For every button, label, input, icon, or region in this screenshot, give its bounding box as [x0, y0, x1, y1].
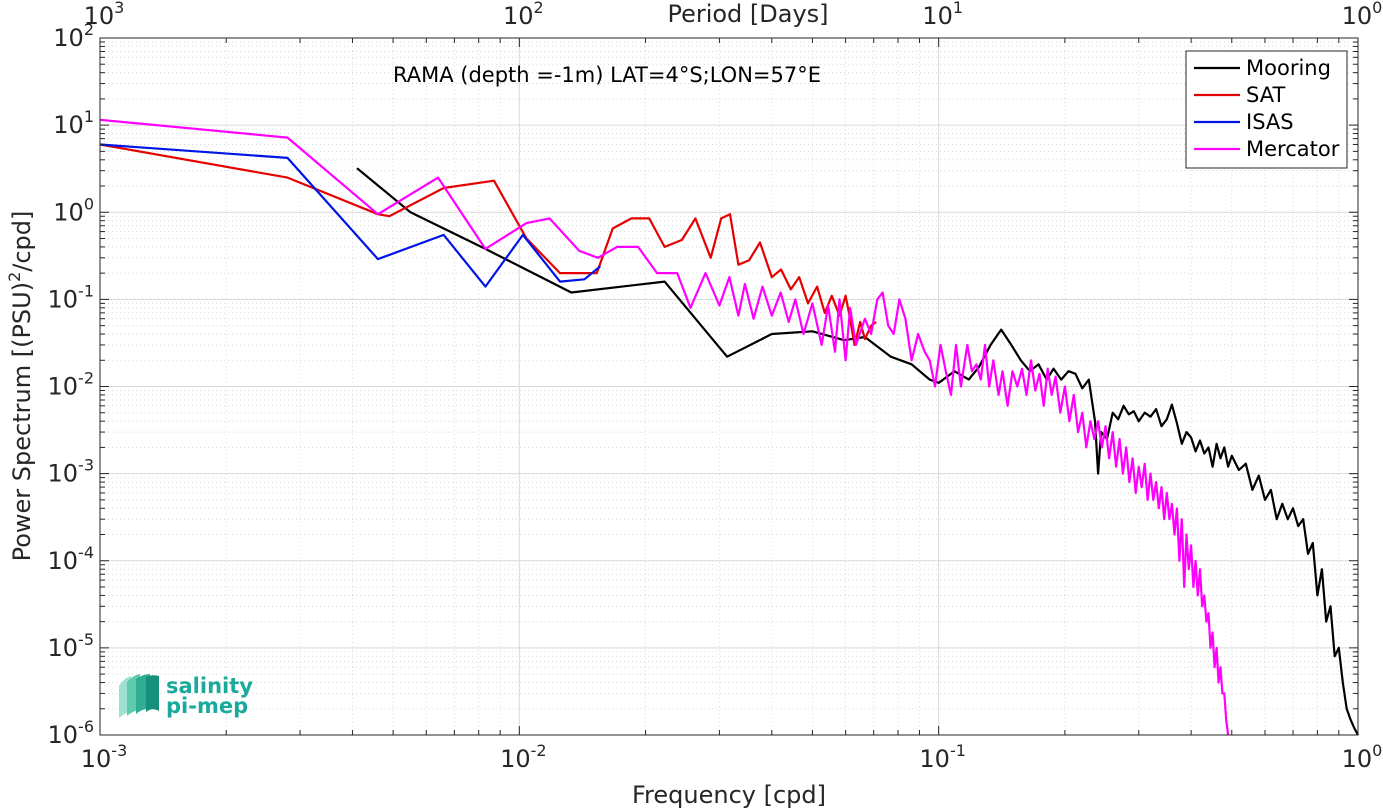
y-tick-label-exp: -5	[78, 630, 94, 649]
tick-marks	[99, 37, 1359, 736]
x2-tick-labels: 103 102 101 100	[84, 0, 1383, 30]
y-tick-label-base: 10	[53, 111, 84, 139]
y-tick-label-base: 10	[48, 285, 79, 313]
x2-tick-label-exp: 1	[953, 0, 963, 17]
series-layer	[99, 118, 1359, 736]
x-tick-labels: 10-3 10-2 10-1 100	[81, 741, 1383, 773]
logo-mark-icon	[119, 674, 159, 718]
x-tick-label: 100	[1342, 741, 1383, 773]
series-line-mercator	[99, 118, 1230, 736]
x2-axis-title: Period [Days]	[667, 0, 828, 28]
x2-tick-label-exp: 0	[1372, 0, 1382, 17]
x2-tick-label-base: 10	[1342, 2, 1373, 30]
x-tick-label-exp: 0	[1372, 741, 1382, 760]
x-tick-label: 10-3	[81, 741, 128, 773]
x2-tick-label-base: 10	[922, 2, 953, 30]
y-tick-label-base: 10	[48, 634, 79, 662]
x-axis-title: Frequency [cpd]	[632, 781, 826, 809]
x-tick-label-base: 10	[500, 745, 531, 773]
x-tick-label-exp: -3	[111, 741, 127, 760]
x2-tick-label: 100	[1342, 0, 1383, 30]
y-tick-label: 10-1	[48, 281, 95, 313]
x-tick-label-base: 10	[1342, 745, 1373, 773]
y-axis-title-main: Power Spectrum [(PSU)	[8, 282, 36, 561]
logo-text-line1: salinity	[166, 674, 253, 698]
legend-label-isas: ISAS	[1246, 110, 1294, 134]
y-tick-label-base: 10	[48, 721, 79, 749]
x2-tick-label: 101	[922, 0, 963, 30]
x-tick-label-exp: -1	[950, 741, 966, 760]
y-tick-label: 10-5	[48, 630, 95, 662]
legend-label-mercator: Mercator	[1246, 137, 1340, 161]
y-tick-label-exp: 0	[84, 194, 94, 213]
x-tick-label-base: 10	[919, 745, 950, 773]
series-line-isas	[99, 143, 602, 288]
y-tick-label-base: 10	[48, 373, 79, 401]
x2-tick-label-base: 10	[503, 2, 534, 30]
y-tick-label: 10-6	[48, 717, 95, 749]
y-tick-label-base: 10	[48, 460, 79, 488]
y-tick-label: 101	[53, 107, 94, 139]
y-tick-label: 10-2	[48, 369, 95, 401]
y-tick-label-exp: -4	[78, 543, 94, 562]
legend-items: Mooring SAT ISAS Mercator	[1194, 56, 1340, 161]
x2-tick-label-exp: 3	[114, 0, 124, 17]
plot-annotation: RAMA (depth =-1m) LAT=4°S;LON=57°E	[393, 63, 821, 87]
y-tick-label-exp: -1	[78, 281, 94, 300]
y-tick-label: 10-4	[48, 543, 95, 575]
y-tick-label: 10-3	[48, 456, 95, 488]
y-tick-label-base: 10	[48, 547, 79, 575]
y-tick-label-exp: 1	[84, 107, 94, 126]
salinity-pi-mep-logo: salinity pi-mep	[119, 674, 253, 718]
y-tick-label-exp: -6	[78, 717, 94, 736]
x2-tick-label-exp: 2	[534, 0, 544, 17]
x2-tick-label: 102	[503, 0, 544, 30]
legend-label-sat: SAT	[1246, 83, 1285, 107]
y-tick-label-base: 10	[53, 24, 84, 52]
y-axis-title-tail: /cpd]	[8, 211, 36, 272]
x-tick-label: 10-1	[919, 741, 966, 773]
y-tick-label-exp: -2	[78, 369, 94, 388]
x-tick-label: 10-2	[500, 741, 547, 773]
legend-label-mooring: Mooring	[1246, 56, 1331, 80]
x2-tick-label-base: 10	[84, 2, 115, 30]
y-tick-label-exp: -3	[78, 456, 94, 475]
y-tick-label-exp: 2	[84, 20, 94, 39]
x-tick-label-base: 10	[81, 745, 112, 773]
y-tick-label: 102	[53, 20, 94, 52]
x-tick-label-exp: -2	[531, 741, 547, 760]
legend: Mooring SAT ISAS Mercator	[1185, 50, 1348, 169]
y-tick-label: 100	[53, 194, 94, 226]
y-axis-title-sup: 2	[5, 272, 24, 282]
x2-tick-label: 103	[84, 0, 125, 30]
logo-text-line2: pi-mep	[166, 694, 248, 718]
y-axis-title: Power Spectrum [(PSU)2/cpd]	[5, 211, 36, 562]
y-tick-label-base: 10	[53, 198, 84, 226]
